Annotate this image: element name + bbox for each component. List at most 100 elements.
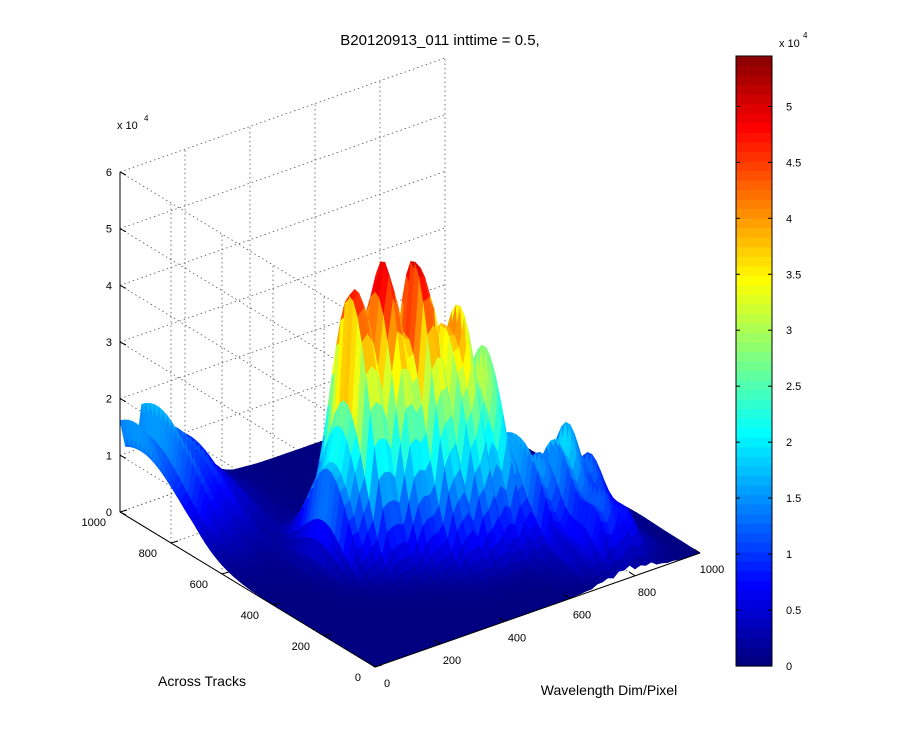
colorbar-band (736, 580, 772, 591)
colorbar-band (736, 189, 772, 200)
colorbar-band (736, 618, 772, 629)
colorbar-frame (735, 55, 773, 667)
colorbar-band (736, 523, 772, 534)
colorbar-tick-label: 5 (786, 101, 792, 113)
colorbar-band (736, 494, 772, 505)
colorbar-band (736, 475, 772, 486)
colorbar-band (736, 351, 772, 362)
colorbar-tick-label: 1 (786, 549, 792, 561)
colorbar-band (736, 65, 772, 76)
colorbar-band (736, 84, 772, 95)
colorbar-band (736, 465, 772, 476)
colorbar-band (736, 570, 772, 581)
y-tick-label: 400 (241, 610, 259, 622)
colorbar-band (736, 294, 772, 305)
colorbar-tick-label: 0 (786, 661, 792, 673)
colorbar-band (736, 503, 772, 515)
colorbar-band (736, 408, 772, 419)
surface-plot (119, 260, 701, 668)
colorbar-band (736, 170, 772, 181)
colorbar-band (736, 341, 772, 353)
colorbar-band (736, 418, 772, 429)
colorbar-band (736, 113, 772, 124)
colorbar-band (736, 275, 772, 286)
colorbar-band (736, 303, 772, 314)
colorbar-band (736, 122, 772, 133)
colorbar-band (736, 484, 772, 496)
colorbar-tick-label: 0.5 (786, 605, 801, 617)
colorbar (735, 55, 773, 667)
x-tick-label: 1000 (700, 564, 724, 576)
colorbar-band (736, 246, 772, 257)
colorbar-band (736, 637, 772, 648)
x-tick-label: 400 (508, 632, 526, 644)
colorbar-band (736, 160, 772, 171)
z-tick-label: 3 (106, 337, 112, 349)
colorbar-band (736, 237, 772, 248)
colorbar-band (736, 208, 772, 219)
colorbar-band (736, 389, 772, 400)
z-tick-label: 5 (106, 224, 112, 236)
y-tick-label: 200 (292, 641, 310, 653)
z-tick-label: 0 (106, 507, 112, 519)
colorbar-band (736, 656, 772, 667)
y-tick-label: 800 (139, 548, 157, 560)
z-tick-label: 6 (106, 167, 112, 179)
colorbar-band (736, 361, 772, 372)
colorbar-band (736, 456, 772, 467)
colorbar-band (736, 227, 772, 238)
colorbar-band (736, 532, 772, 543)
y-tick-labels: 0 200 400 600 800 1000 (82, 517, 361, 684)
colorbar-band (736, 427, 772, 438)
z-tick-label: 1 (106, 450, 112, 462)
y-tick-label: 600 (190, 579, 208, 591)
colorbar-band (736, 218, 772, 229)
x-tick-labels: 0 200 400 600 800 1000 (384, 564, 724, 690)
x-tick-label: 600 (573, 610, 591, 622)
colorbar-band (736, 313, 772, 324)
colorbar-band (736, 94, 772, 105)
colorbar-band (736, 599, 772, 610)
colorbar-band (736, 446, 772, 457)
axes (119, 171, 701, 668)
colorbar-band (736, 608, 772, 619)
colorbar-band (736, 332, 772, 343)
z-tick-label: 4 (106, 280, 112, 292)
x-tick-label: 0 (384, 678, 390, 690)
colorbar-band (736, 322, 772, 334)
colorbar-tick-labels: 0 0.5 1 1.5 2 2.5 3 3.5 4 4.5 5 (786, 101, 801, 673)
colorbar-tick-label: 1.5 (786, 493, 801, 505)
colorbar-band (736, 56, 772, 67)
colorbar-tick-label: 2 (786, 437, 792, 449)
colorbar-band (736, 103, 772, 114)
colorbar-tick-label: 2.5 (786, 381, 801, 393)
colorbar-band (736, 141, 772, 152)
colorbar-band (736, 256, 772, 267)
colorbar-band (736, 370, 772, 381)
colorbar-exponent-power: 4 (803, 31, 808, 40)
colorbar-band (736, 179, 772, 191)
colorbar-exponent-base: x 10 (779, 38, 800, 50)
x-axis-label: Wavelength Dim/Pixel (541, 682, 677, 698)
colorbar-band (736, 542, 772, 553)
colorbar-band (736, 399, 772, 410)
colorbar-tick-label: 4.5 (786, 157, 801, 169)
colorbar-band (736, 380, 772, 391)
chart-title: B20120913_011 inttime = 0.5, (340, 32, 539, 49)
colorbar-band (736, 151, 772, 162)
colorbar-band (736, 437, 772, 448)
colorbar-band (736, 646, 772, 658)
x-tick-label: 200 (443, 655, 461, 667)
colorbar-tick-label: 4 (786, 213, 792, 225)
colorbar-tick-label: 3 (786, 325, 792, 337)
colorbar-tick-label: 3.5 (786, 269, 801, 281)
colorbar-band (736, 513, 772, 524)
colorbar-band (736, 284, 772, 295)
z-exponent-base: x 10 (117, 120, 138, 132)
z-tick-label: 2 (106, 394, 112, 406)
colorbar-band (736, 551, 772, 562)
colorbar-band (736, 627, 772, 639)
colorbar-band (736, 265, 772, 276)
z-exponent-power: 4 (144, 114, 149, 123)
